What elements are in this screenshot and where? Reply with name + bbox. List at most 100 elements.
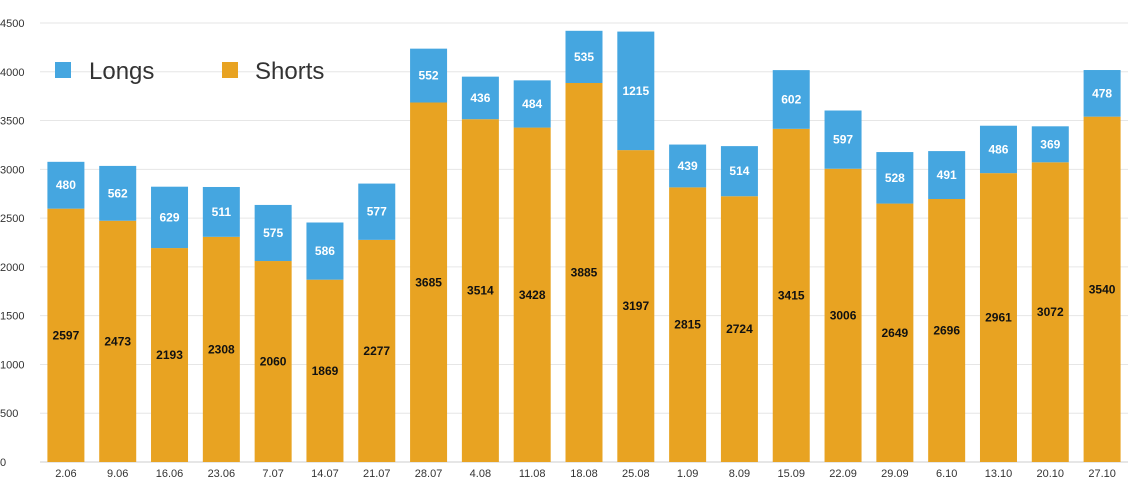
x-tick-label: 27.10 bbox=[1088, 468, 1116, 480]
data-label-shorts: 3514 bbox=[467, 284, 494, 298]
data-label-longs: 478 bbox=[1092, 86, 1112, 100]
data-label-shorts: 1869 bbox=[312, 364, 339, 378]
bar-longs bbox=[720, 146, 758, 197]
x-tick-label: 7.07 bbox=[262, 468, 283, 480]
bar-shorts bbox=[1083, 116, 1121, 463]
legend-label-longs: Longs bbox=[89, 58, 154, 85]
y-tick-label: 0 bbox=[0, 457, 6, 469]
y-axis-tick-labels: 0 500 1000 1500 2000 2500 3000 3500 4000 4500 bbox=[0, 18, 24, 469]
bar-longs bbox=[876, 152, 914, 204]
bar-shorts bbox=[513, 127, 551, 462]
bar-longs bbox=[202, 186, 240, 237]
data-label-longs: 484 bbox=[522, 97, 542, 111]
data-label-longs: 586 bbox=[315, 244, 335, 258]
bar-longs bbox=[979, 125, 1017, 174]
data-label-shorts: 2060 bbox=[260, 355, 287, 369]
data-label-longs: 535 bbox=[574, 50, 594, 64]
data-label-shorts: 2961 bbox=[985, 311, 1012, 325]
data-label-shorts: 2193 bbox=[156, 348, 183, 362]
data-label-shorts: 2473 bbox=[104, 334, 131, 348]
bar-shorts bbox=[617, 150, 655, 463]
x-tick-label: 15.09 bbox=[777, 468, 805, 480]
y-tick-label: 4500 bbox=[0, 18, 24, 30]
bar-series: 2597 480 2473 562 2193 629 2308 511 2060 575 1869 5… bbox=[47, 30, 1121, 463]
bar-shorts bbox=[47, 208, 85, 462]
data-label-longs: 511 bbox=[212, 205, 232, 219]
data-label-shorts: 2815 bbox=[674, 318, 701, 332]
bar-longs bbox=[151, 186, 189, 249]
x-tick-label: 13.10 bbox=[985, 468, 1013, 480]
data-label-longs: 486 bbox=[988, 142, 1008, 156]
bar-shorts bbox=[824, 168, 862, 463]
x-tick-label: 9.06 bbox=[107, 468, 128, 480]
y-tick-label: 500 bbox=[0, 408, 18, 420]
bar-longs bbox=[358, 183, 396, 240]
bar-longs bbox=[1031, 126, 1069, 163]
x-axis-tick-labels: 2.06 9.06 16.06 23.06 7.07 14.07 21.07 28.07 4.0… bbox=[55, 468, 1116, 480]
bar-longs bbox=[617, 31, 655, 151]
bar-shorts bbox=[979, 173, 1017, 462]
data-label-longs: 369 bbox=[1040, 137, 1060, 151]
data-label-shorts: 2724 bbox=[726, 322, 753, 336]
data-label-shorts: 2696 bbox=[933, 323, 960, 337]
x-tick-label: 23.06 bbox=[208, 468, 236, 480]
bar-shorts bbox=[151, 248, 189, 462]
x-tick-label: 14.07 bbox=[311, 468, 339, 480]
data-label-shorts: 2308 bbox=[208, 342, 235, 356]
legend-label-shorts: Shorts bbox=[255, 58, 324, 85]
x-tick-label: 22.09 bbox=[829, 468, 857, 480]
x-tick-label: 25.08 bbox=[622, 468, 650, 480]
y-tick-label: 3500 bbox=[0, 116, 24, 128]
x-tick-label: 2.06 bbox=[55, 468, 76, 480]
bar-longs bbox=[772, 70, 810, 129]
data-label-longs: 562 bbox=[108, 186, 128, 200]
x-tick-label: 1.09 bbox=[677, 468, 698, 480]
data-label-longs: 575 bbox=[263, 226, 283, 240]
bar-shorts bbox=[1031, 162, 1069, 462]
data-label-longs: 491 bbox=[937, 168, 957, 182]
data-label-longs: 528 bbox=[885, 171, 905, 185]
x-tick-label: 16.06 bbox=[156, 468, 184, 480]
bar-longs bbox=[306, 222, 344, 280]
data-label-longs: 577 bbox=[367, 205, 387, 219]
data-label-shorts: 3415 bbox=[778, 288, 805, 302]
data-label-shorts: 3072 bbox=[1037, 305, 1064, 319]
x-tick-label: 18.08 bbox=[570, 468, 598, 480]
data-label-shorts: 3428 bbox=[519, 288, 546, 302]
legend-swatch-shorts bbox=[222, 62, 238, 78]
bar-longs bbox=[513, 80, 551, 128]
bar-longs bbox=[1083, 70, 1121, 117]
bar-shorts bbox=[358, 239, 396, 462]
bar-shorts bbox=[669, 187, 707, 462]
bar-shorts bbox=[565, 82, 603, 462]
x-tick-label: 8.09 bbox=[729, 468, 750, 480]
bar-shorts bbox=[306, 279, 344, 462]
bar-longs bbox=[928, 151, 966, 199]
bar-shorts bbox=[410, 102, 448, 462]
y-tick-label: 3000 bbox=[0, 164, 24, 176]
data-label-shorts: 3540 bbox=[1089, 282, 1116, 296]
x-tick-label: 6.10 bbox=[936, 468, 957, 480]
x-tick-label: 11.08 bbox=[519, 468, 546, 480]
x-tick-label: 4.08 bbox=[470, 468, 491, 480]
bar-shorts bbox=[461, 119, 499, 462]
data-label-longs: 436 bbox=[470, 91, 490, 105]
bar-longs bbox=[565, 30, 603, 83]
bar-shorts bbox=[99, 220, 137, 462]
bar-longs bbox=[47, 161, 85, 209]
bar-shorts bbox=[254, 261, 292, 462]
bar-longs bbox=[99, 165, 137, 221]
data-label-shorts: 3006 bbox=[830, 308, 857, 322]
bar-shorts bbox=[772, 128, 810, 462]
x-tick-label: 28.07 bbox=[415, 468, 443, 480]
data-label-longs: 602 bbox=[781, 92, 801, 106]
y-tick-label: 1500 bbox=[0, 311, 24, 323]
y-tick-label: 1000 bbox=[0, 359, 24, 371]
bar-longs bbox=[254, 204, 292, 262]
bar-shorts bbox=[876, 203, 914, 463]
bar-longs bbox=[669, 144, 707, 188]
data-label-longs: 439 bbox=[678, 159, 698, 173]
y-tick-label: 2000 bbox=[0, 262, 24, 274]
x-tick-label: 21.07 bbox=[363, 468, 391, 480]
